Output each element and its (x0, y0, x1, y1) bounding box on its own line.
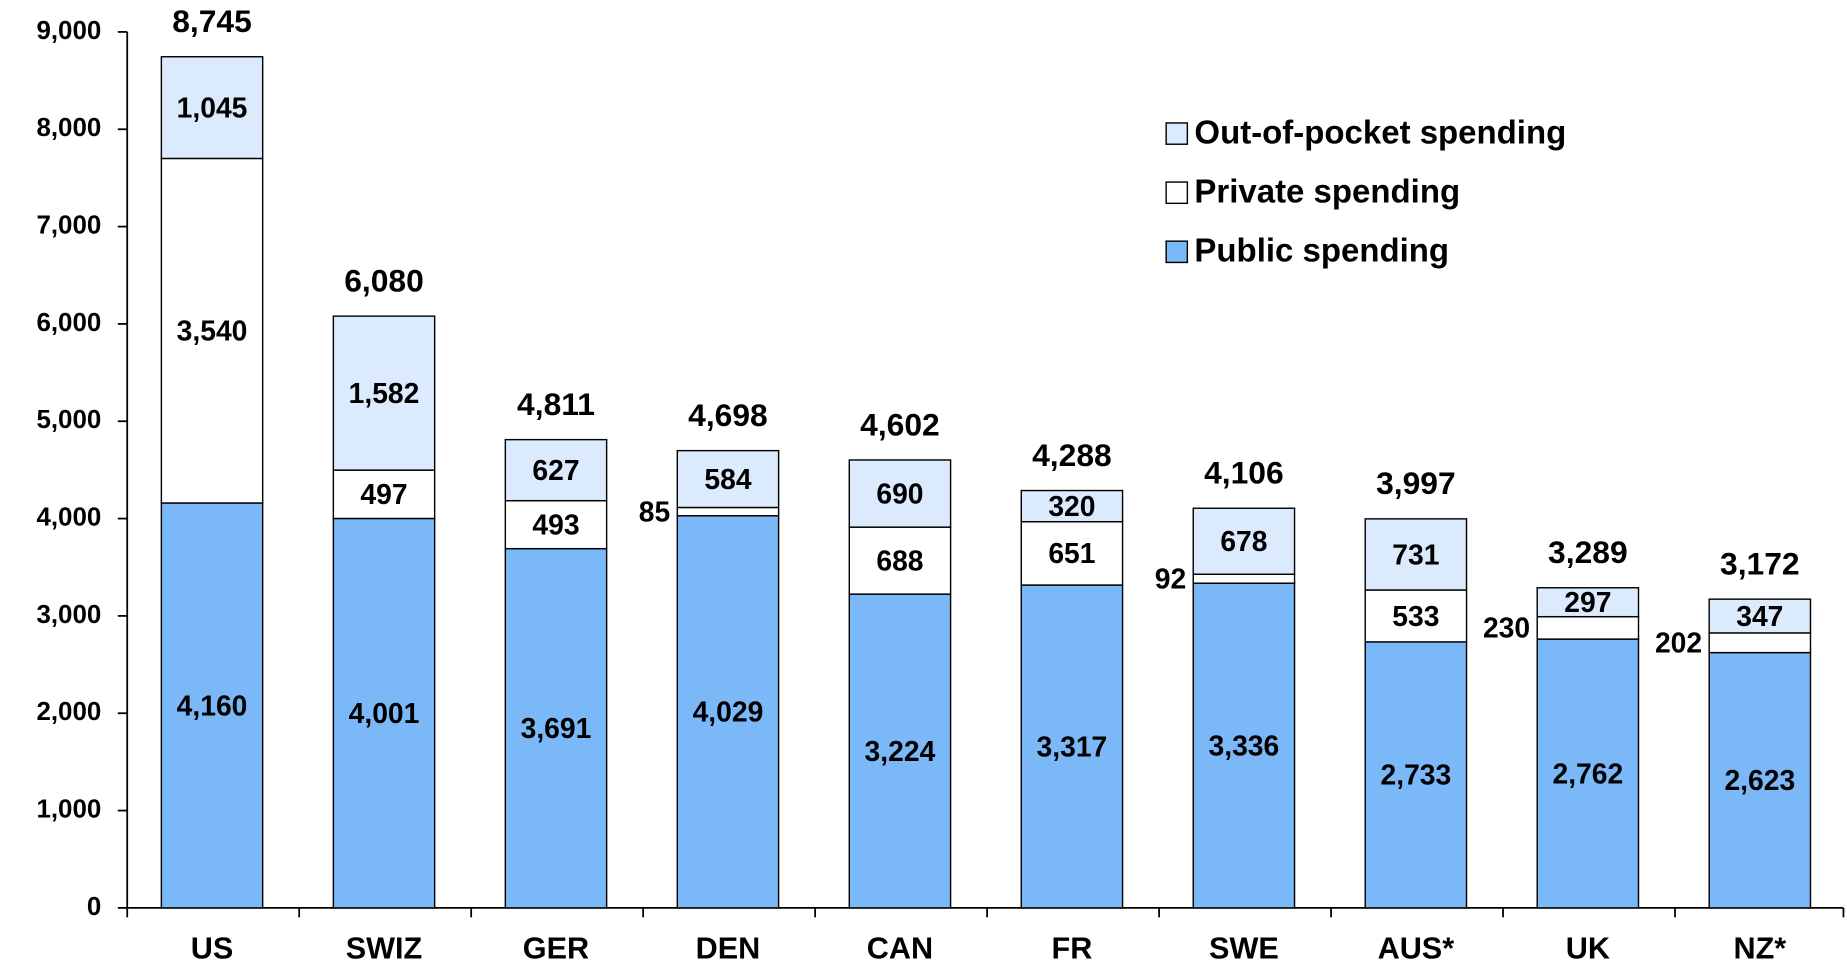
bar-segment (848, 459, 952, 528)
legend-label: Private spending (1194, 174, 1460, 211)
total-label: 4,811 (517, 386, 595, 422)
bar-segment (160, 56, 264, 160)
x-tick-label: SWE (1209, 931, 1279, 966)
value-label: 4,001 (349, 698, 420, 730)
value-label: 731 (1392, 539, 1439, 571)
value-label: 347 (1736, 601, 1783, 633)
legend-swatch (1165, 240, 1189, 264)
legend-swatch (1165, 181, 1189, 205)
value-label: 4,029 (693, 697, 764, 729)
total-label: 3,172 (1720, 545, 1800, 581)
value-label: 584 (704, 464, 751, 496)
value-label: 1,582 (349, 378, 420, 410)
bar-segment (1192, 507, 1296, 575)
total-label: 4,106 (1204, 455, 1284, 491)
value-label: 3,540 (177, 316, 248, 348)
y-tick-label: 4,000 (36, 501, 101, 531)
bar-segment (504, 547, 608, 909)
bar-segment (1708, 598, 1812, 634)
total-label: 4,602 (860, 406, 940, 442)
bar-segment (1708, 632, 1812, 654)
bar-segment (332, 315, 436, 471)
y-tick-label: 5,000 (36, 404, 101, 434)
bar-segment (504, 438, 608, 502)
bar-segment (1192, 573, 1296, 584)
y-tick-label: 1,000 (36, 793, 101, 823)
x-tick-label: UK (1566, 931, 1610, 966)
legend-label: Public spending (1194, 233, 1449, 270)
value-label: 3,317 (1037, 731, 1108, 763)
value-label: 3,336 (1209, 730, 1280, 762)
total-label: 8,745 (172, 3, 252, 39)
value-label: 627 (532, 455, 579, 487)
bar-segment (1708, 651, 1812, 909)
y-tick-label: 7,000 (36, 209, 101, 239)
bar-segment (1192, 582, 1296, 909)
x-tick-label: SWIZ (346, 931, 423, 966)
value-label: 297 (1564, 587, 1611, 619)
value-label: 3,224 (865, 736, 936, 768)
x-tick-label: US (191, 931, 234, 966)
value-label: 2,762 (1552, 758, 1623, 790)
y-tick-label: 8,000 (36, 112, 101, 142)
value-label: 3,691 (521, 713, 592, 745)
bar-segment (676, 449, 780, 509)
total-label: 3,997 (1376, 465, 1456, 501)
bar-segment (160, 157, 264, 504)
value-label: 202 (1655, 628, 1702, 660)
bar-segment (1020, 489, 1124, 523)
y-tick-label: 9,000 (36, 15, 101, 45)
total-label: 3,289 (1548, 534, 1628, 570)
bar-segment (160, 502, 264, 909)
x-tick-label: FR (1052, 931, 1093, 966)
x-tick-label: GER (523, 931, 589, 966)
x-tick-label: CAN (867, 931, 933, 966)
bar-segment (848, 526, 952, 595)
bar-segment (332, 469, 436, 520)
total-label: 4,288 (1032, 437, 1112, 473)
value-label: 678 (1220, 526, 1267, 558)
value-label: 651 (1048, 538, 1095, 570)
x-tick-label: DEN (696, 931, 761, 966)
value-label: 2,733 (1381, 760, 1452, 792)
bar-segment (1364, 641, 1468, 909)
bar-segment (676, 515, 780, 909)
value-label: 92 (1155, 564, 1186, 596)
bar-segment (1536, 638, 1640, 909)
value-label: 493 (532, 509, 579, 541)
value-label: 230 (1483, 613, 1530, 645)
value-label: 4,160 (177, 690, 248, 722)
y-tick-label: 0 (87, 891, 101, 921)
bar-segment (504, 499, 608, 550)
value-label: 1,045 (177, 92, 248, 124)
legend-swatch (1165, 122, 1189, 145)
total-label: 4,698 (688, 397, 768, 433)
y-tick-label: 6,000 (36, 307, 101, 337)
y-tick-label: 2,000 (36, 696, 101, 726)
x-tick-label: NZ* (1733, 931, 1786, 966)
bar-segment (332, 517, 436, 909)
bar-segment (1364, 518, 1468, 591)
legend-label: Out-of-pocket spending (1194, 114, 1566, 151)
value-label: 2,623 (1724, 765, 1795, 797)
total-label: 6,080 (344, 262, 424, 298)
value-label: 690 (876, 478, 923, 510)
bar-segment (676, 506, 780, 517)
bar-segment (1536, 587, 1640, 618)
y-tick-label: 3,000 (36, 599, 101, 629)
bar-segment (1536, 615, 1640, 640)
value-label: 688 (876, 545, 923, 577)
x-tick-label: AUS* (1378, 931, 1455, 966)
value-label: 533 (1392, 601, 1439, 633)
value-label: 85 (639, 496, 670, 528)
value-label: 320 (1048, 491, 1095, 523)
value-label: 497 (360, 479, 407, 511)
